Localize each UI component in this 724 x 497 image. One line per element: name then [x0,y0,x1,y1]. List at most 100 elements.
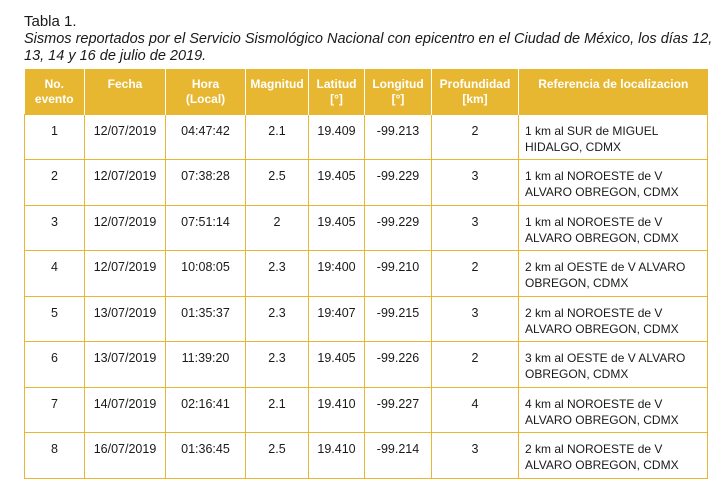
table-header: No. evento Fecha Hora (Local) Magnitud Latitud… [24,69,708,114]
cell-magnitude: 2.1 [245,113,309,160]
table-row: 7 14/07/2019 02:16:41 2.1 19.410 -99.227 4 4 km… [24,386,708,433]
header-row: No. evento Fecha Hora (Local) Magnitud Latitud… [24,69,708,114]
table-row: 8 16/07/2019 01:36:45 2.5 19.410 -99.214 3 2 km… [24,432,708,479]
cell-event-number: 5 [24,295,85,342]
cell-event-number: 1 [24,113,85,160]
cell-local-time: 02:16:41 [165,386,246,433]
header-col-date: Fecha [84,69,166,114]
table-label: Tabla 1. [24,13,77,30]
cell-location-reference: 1 km al SUR de MIGUEL HIDALGO, CDMX [518,113,708,160]
cell-longitude: -99.227 [364,386,432,433]
cell-date: 14/07/2019 [84,386,166,433]
header-text: [°] [391,92,405,106]
cell-location-reference: 1 km al NOROESTE de V ALVARO OBREGON, CD… [518,159,708,206]
header-text: Magnitud [250,77,304,91]
header-col-local-time: Hora (Local) [165,69,246,114]
cell-date: 12/07/2019 [84,204,166,251]
cell-magnitude: 2.3 [245,250,309,297]
header-text: Profundidad [439,77,511,91]
cell-local-time: 07:38:28 [165,159,246,206]
header-col-longitude: Longitud [°] [364,69,432,114]
cell-local-time: 01:36:45 [165,432,246,479]
cell-magnitude: 2.1 [245,386,309,433]
cell-date: 12/07/2019 [84,113,166,160]
cell-magnitude: 2 [245,204,309,251]
cell-magnitude: 2.5 [245,432,309,479]
header-text: Fecha [107,77,143,91]
header-text: [°] [330,92,343,106]
header-col-location-reference: Referencia de localizacion [518,69,708,114]
cell-local-time: 10:08:05 [165,250,246,297]
header-col-magnitude: Magnitud [245,69,309,114]
cell-depth: 3 [431,432,519,479]
cell-longitude: -99.210 [364,250,432,297]
table-row: 6 13/07/2019 11:39:20 2.3 19.405 -99.226 2 3 km… [24,341,708,388]
table-body: 1 12/07/2019 04:47:42 2.1 19.409 -99.213 2 1 km… [24,113,708,479]
cell-location-reference: 2 km al NOROESTE de V ALVARO OBREGON, CD… [518,295,708,342]
table-subtitle: Sismos reportados por el Servicio Sismol… [24,31,713,64]
cell-local-time: 01:35:37 [165,295,246,342]
cell-location-reference: 2 km al NOROESTE de V ALVARO OBREGON, CD… [518,432,708,479]
cell-depth: 3 [431,295,519,342]
header-col-depth: Profundidad [km] [431,69,519,114]
cell-magnitude: 2.3 [245,295,309,342]
cell-latitude: 19.409 [308,113,365,160]
cell-latitude: 19.405 [308,204,365,251]
cell-depth: 2 [431,113,519,160]
earthquake-table-container: No. evento Fecha Hora (Local) Magnitud Latitud… [24,69,708,479]
table-row: 5 13/07/2019 01:35:37 2.3 19:407 -99.215 3 2 km… [24,295,708,342]
table-row: 4 12/07/2019 10:08:05 2.3 19:400 -99.210 2 2 km… [24,250,708,297]
earthquake-table: No. evento Fecha Hora (Local) Magnitud Latitud… [24,69,708,479]
header-text: [km] [462,92,488,106]
table-row: 3 12/07/2019 07:51:14 2 19.405 -99.229 3 1 km a… [24,204,708,251]
cell-location-reference: 4 km al NOROESTE de V ALVARO OBREGON, CD… [518,386,708,433]
header-text: evento [34,92,74,106]
header-text: Longitud [372,77,424,91]
cell-longitude: -99.229 [364,204,432,251]
cell-location-reference: 1 km al NOROESTE de V ALVARO OBREGON, CD… [518,204,708,251]
cell-date: 12/07/2019 [84,159,166,206]
table-row: 1 12/07/2019 04:47:42 2.1 19.409 -99.213 2 1 km… [24,113,708,160]
cell-depth: 2 [431,250,519,297]
cell-event-number: 8 [24,432,85,479]
cell-longitude: -99.229 [364,159,432,206]
cell-depth: 3 [431,204,519,251]
cell-latitude: 19.410 [308,432,365,479]
table-row: 2 12/07/2019 07:38:28 2.5 19.405 -99.229 3 1 km… [24,159,708,206]
table-caption: Tabla 1. Sismos reportados por el Servic… [24,13,714,65]
cell-event-number: 3 [24,204,85,251]
header-col-event-number: No. evento [25,69,85,114]
cell-date: 13/07/2019 [84,295,166,342]
cell-longitude: -99.215 [364,295,432,342]
cell-latitude: 19:407 [308,295,365,342]
cell-latitude: 19.410 [308,386,365,433]
cell-event-number: 7 [24,386,85,433]
cell-event-number: 6 [24,341,85,388]
cell-latitude: 19.405 [308,159,365,206]
cell-longitude: -99.226 [364,341,432,388]
cell-local-time: 07:51:14 [165,204,246,251]
cell-latitude: 19.405 [308,341,365,388]
cell-longitude: -99.213 [364,113,432,160]
cell-magnitude: 2.3 [245,341,309,388]
cell-date: 12/07/2019 [84,250,166,297]
cell-local-time: 04:47:42 [165,113,246,160]
cell-longitude: -99.214 [364,432,432,479]
cell-depth: 3 [431,159,519,206]
cell-depth: 2 [431,341,519,388]
cell-location-reference: 3 km al OESTE de V ALVARO OBREGON, CDMX [518,341,708,388]
cell-latitude: 19:400 [308,250,365,297]
cell-date: 16/07/2019 [84,432,166,479]
cell-event-number: 4 [24,250,85,297]
header-text: Latitud [316,77,357,91]
header-text: No. [44,77,64,91]
header-text: Referencia de localizacion [538,77,689,91]
cell-event-number: 2 [24,159,85,206]
header-text: (Local) [185,92,226,106]
cell-local-time: 11:39:20 [165,341,246,388]
cell-location-reference: 2 km al OESTE de V ALVARO OBREGON, CDMX [518,250,708,297]
cell-date: 13/07/2019 [84,341,166,388]
cell-magnitude: 2.5 [245,159,309,206]
header-col-latitude: Latitud [°] [308,69,365,114]
header-text: Hora [191,77,220,91]
